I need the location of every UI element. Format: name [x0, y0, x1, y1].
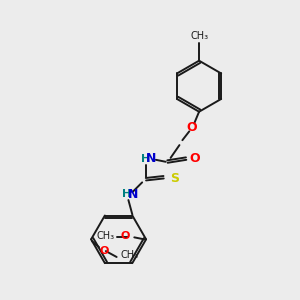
Text: O: O	[189, 152, 200, 165]
Text: S: S	[169, 172, 178, 185]
Text: CH₃: CH₃	[190, 31, 208, 41]
Text: N: N	[146, 152, 156, 165]
Text: CH₃: CH₃	[121, 250, 139, 260]
Text: H: H	[122, 189, 131, 199]
Text: O: O	[186, 121, 196, 134]
Text: O: O	[100, 246, 109, 256]
Text: N: N	[128, 188, 139, 201]
Text: O: O	[121, 231, 130, 242]
Text: CH₃: CH₃	[97, 231, 115, 242]
Text: H: H	[141, 154, 150, 164]
